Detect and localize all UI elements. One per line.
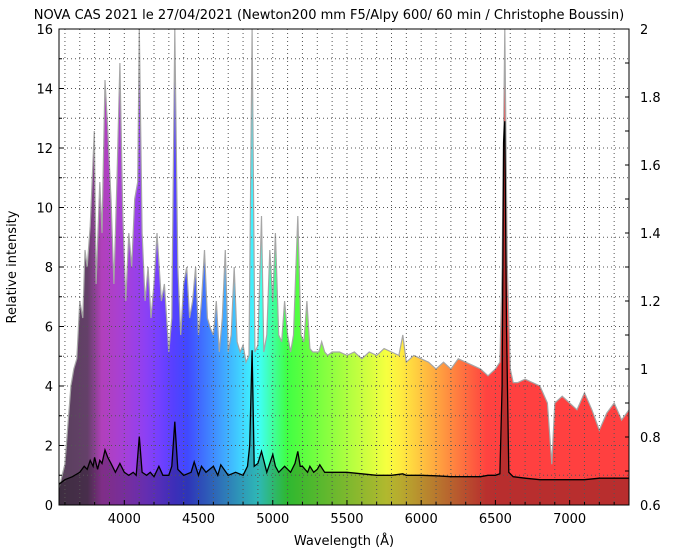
y-tick-label: 0 xyxy=(45,499,53,514)
y2-tick-label: 1.2 xyxy=(640,295,661,310)
y2-tick-label: 1.6 xyxy=(640,159,661,174)
plot-area xyxy=(59,29,629,505)
chart-title: NOVA CAS 2021 le 27/04/2021 (Newton200 m… xyxy=(34,8,624,23)
x-tick-label: 7000 xyxy=(553,512,586,527)
y2-tick-label: 0.8 xyxy=(640,431,661,446)
y2-axis-ticks: 0.6 0.8 1 1.2 1.4 1.6 1.8 2 xyxy=(625,23,661,514)
y-axis-label: Relative intensity xyxy=(5,210,20,323)
y-tick-label: 8 xyxy=(45,261,53,276)
x-tick-label: 6000 xyxy=(405,512,438,527)
y-axis-ticks: 0 2 4 6 8 10 12 14 16 xyxy=(36,23,64,514)
y-tick-label: 14 xyxy=(36,83,53,98)
y2-tick-label: 1.4 xyxy=(640,227,661,242)
y-tick-label: 4 xyxy=(45,380,53,395)
x-axis-ticks: 4000 4500 5000 5500 6000 6500 7000 xyxy=(64,500,630,527)
x-tick-label: 4500 xyxy=(182,512,215,527)
continuum-line xyxy=(59,29,629,489)
x-tick-label: 5000 xyxy=(256,512,289,527)
x-tick-label: 5500 xyxy=(330,512,363,527)
spectrum-line xyxy=(59,121,629,485)
grid-lines xyxy=(59,29,629,505)
y-tick-label: 10 xyxy=(36,202,53,217)
spectrum-fill-area xyxy=(59,29,629,505)
y2-tick-label: 1.8 xyxy=(640,91,661,106)
y-tick-label: 16 xyxy=(36,23,53,38)
y2-tick-label: 0.6 xyxy=(640,499,661,514)
y2-tick-label: 1 xyxy=(640,363,648,378)
x-tick-label: 4000 xyxy=(108,512,141,527)
y-tick-label: 6 xyxy=(45,321,53,336)
y-tick-label: 2 xyxy=(45,440,53,455)
x-tick-label: 6500 xyxy=(479,512,512,527)
y2-tick-label: 2 xyxy=(640,23,648,38)
y-tick-label: 12 xyxy=(36,142,53,157)
x-axis-label: Wavelength (Å) xyxy=(294,533,394,549)
